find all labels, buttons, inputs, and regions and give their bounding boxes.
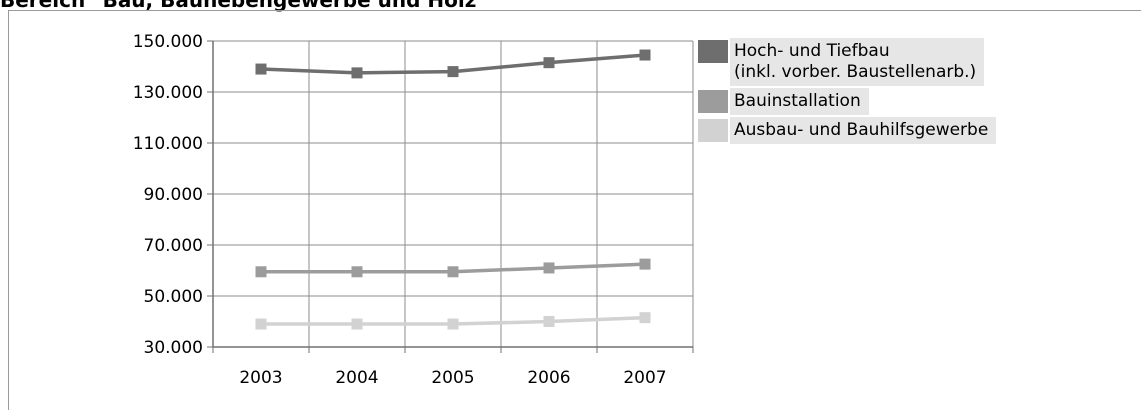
legend-swatch [698, 40, 728, 63]
grid [212, 40, 694, 348]
series-point-3 [639, 312, 651, 324]
legend-label: Bauinstallation [730, 88, 869, 115]
series-point-3 [447, 318, 459, 330]
series-point-2 [255, 266, 267, 278]
legend-item: Ausbau- und Bauhilfsgewerbe [698, 117, 997, 144]
legend-item: Bauinstallation [698, 88, 996, 115]
y-tick-label: 90.000 [144, 185, 203, 205]
legend-swatch [698, 119, 728, 142]
series-group [255, 49, 651, 330]
legend-label: Ausbau- und Bauhilfsgewerbe [730, 117, 997, 144]
series-point-3 [255, 318, 267, 330]
x-tick-label: 2003 [239, 368, 282, 388]
x-tick-label: 2004 [335, 368, 378, 388]
y-tick-label: 30.000 [144, 338, 203, 358]
x-axis-ticks: 2003 2004 2005 2006 2007 [212, 347, 694, 388]
series-point-1 [351, 67, 363, 79]
y-tick-label: 70.000 [144, 236, 203, 256]
x-tick-label: 2006 [527, 368, 570, 388]
chart-frame [8, 10, 1141, 410]
series-point-2 [639, 258, 651, 270]
y-axis-ticks: 150.000 130.000 110.000 90.000 70.000 50.000 3… [133, 32, 213, 358]
legend-label: Hoch- und Tiefbau (inkl. vorber. Baustel… [730, 38, 985, 86]
y-tick-label: 110.000 [133, 134, 203, 154]
series-point-2 [447, 266, 459, 278]
legend-item: Hoch- und Tiefbau (inkl. vorber. Baustel… [698, 38, 996, 86]
chart-title: Bereich "Bau, Baunebengewerbe und Holz" [0, 0, 487, 12]
series-point-1 [639, 49, 651, 61]
series-point-1 [255, 63, 267, 75]
y-tick-label: 130.000 [133, 83, 203, 103]
series-point-2 [543, 262, 555, 274]
legend: Hoch- und Tiefbau (inkl. vorber. Baustel… [698, 38, 997, 146]
series-point-3 [351, 318, 363, 330]
series-point-1 [543, 57, 555, 69]
y-tick-label: 150.000 [133, 32, 203, 52]
x-tick-label: 2007 [623, 368, 666, 388]
line-chart: 150.000 130.000 110.000 90.000 70.000 50.000 3… [133, 32, 694, 388]
y-tick-label: 50.000 [144, 287, 203, 307]
legend-swatch [698, 90, 728, 113]
series-point-3 [543, 316, 555, 327]
x-tick-label: 2005 [431, 368, 474, 388]
series-point-1 [447, 66, 459, 78]
series-point-2 [351, 266, 363, 278]
